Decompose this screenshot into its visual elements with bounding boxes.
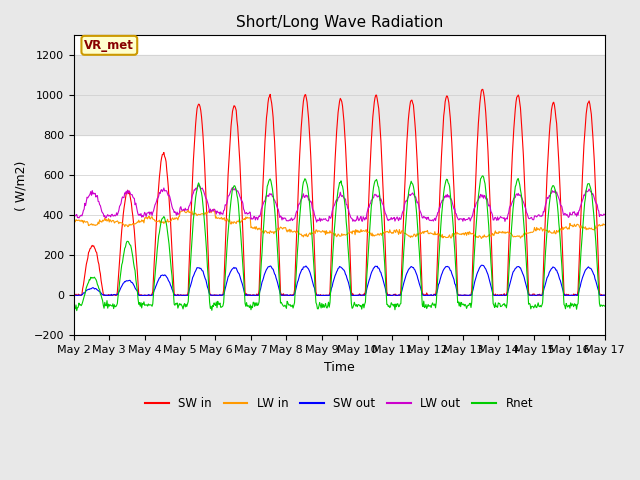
SW out [404,267,412,273]
LW out [188,194,196,200]
Y-axis label: ( W/m2): ( W/m2) [15,160,28,211]
Rnet [420,298,428,304]
Title: Short/Long Wave Radiation: Short/Long Wave Radiation [236,15,443,30]
X-axis label: Time: Time [324,360,355,374]
SW out [478,263,486,268]
Line: LW in: LW in [74,209,605,239]
Legend: SW in, LW in, SW out, LW out, Rnet: SW in, LW in, SW out, LW out, Rnet [141,392,538,415]
Rnet [80,294,88,300]
LW in [601,222,609,228]
LW in [209,206,217,212]
Rnet [70,305,77,311]
SW in [420,291,428,297]
Rnet [135,301,143,307]
LW out [70,215,77,221]
LW out [420,214,428,220]
SW out [135,292,143,298]
SW in [135,291,143,297]
Line: SW out: SW out [74,265,605,295]
LW out [79,208,87,214]
LW in [134,219,142,225]
LW out [217,209,225,215]
SW in [189,173,196,179]
LW out [195,182,202,188]
Rnet [73,308,81,313]
LW out [134,211,142,217]
SW out [217,292,225,298]
SW out [601,292,609,298]
LW in [420,230,428,236]
LW in [70,217,77,223]
SW out [80,290,88,296]
SW in [80,277,88,283]
Line: SW in: SW in [74,89,605,295]
SW in [217,292,225,298]
SW out [72,292,80,298]
LW in [404,232,412,238]
SW out [420,292,428,298]
SW in [478,86,486,92]
LW in [79,220,87,226]
Line: LW out: LW out [74,185,605,222]
Rnet [189,228,196,233]
Text: VR_met: VR_met [84,39,134,52]
SW in [404,118,412,124]
Line: Rnet: Rnet [74,176,605,311]
Rnet [217,304,225,310]
SW out [70,292,77,298]
Bar [74,55,605,135]
SW in [601,292,609,298]
SW in [70,292,78,298]
LW out [405,192,413,198]
Rnet [404,193,412,199]
LW in [217,216,225,221]
LW out [313,219,321,225]
SW in [70,292,77,298]
LW in [477,236,485,241]
LW in [188,208,196,214]
Rnet [479,173,486,179]
Rnet [601,303,609,309]
LW out [601,212,609,217]
SW out [189,275,196,280]
